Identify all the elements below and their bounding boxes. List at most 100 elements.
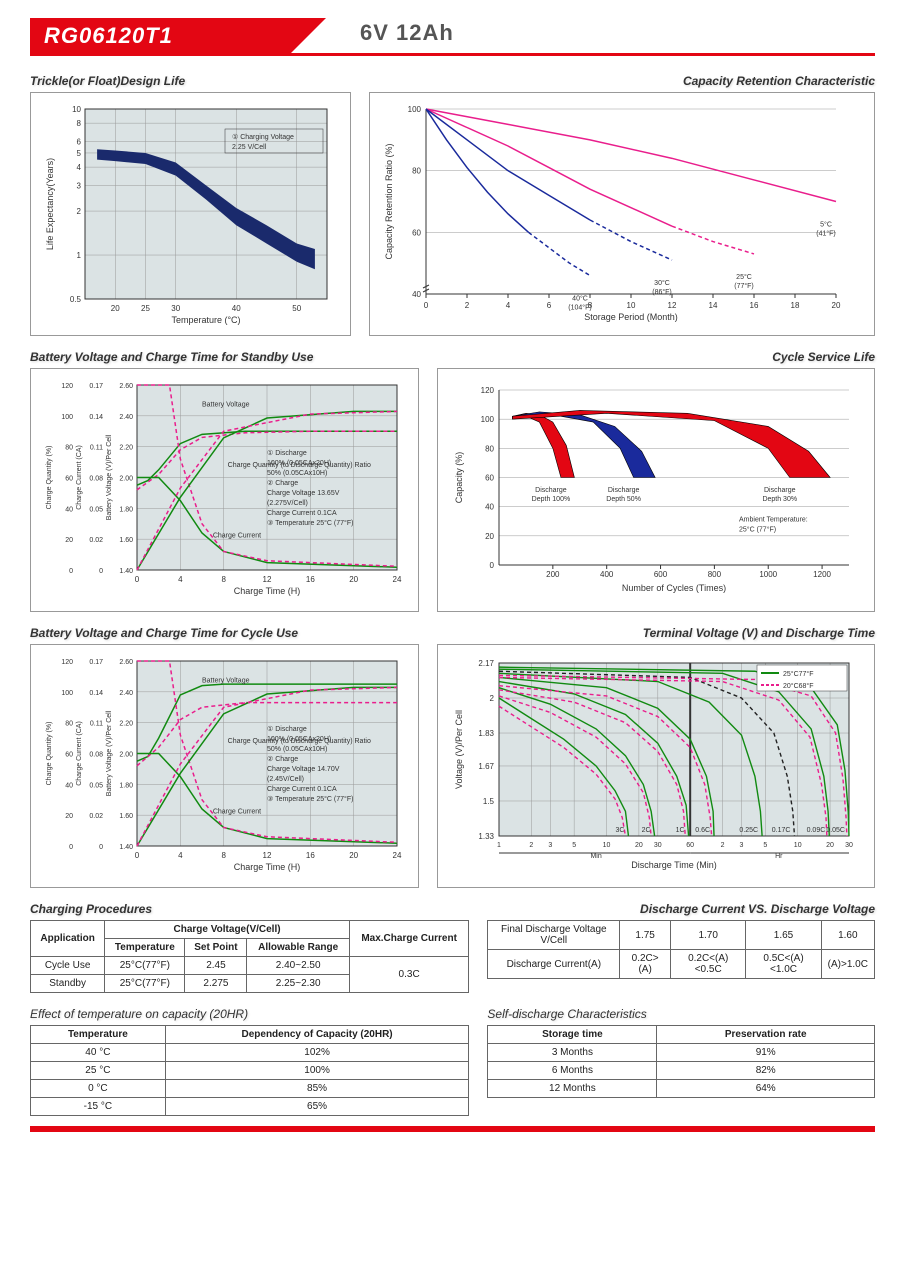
title-cycle-charge: Battery Voltage and Charge Time for Cycl… bbox=[30, 626, 419, 640]
title-terminal: Terminal Voltage (V) and Discharge Time bbox=[437, 626, 875, 640]
svg-text:2: 2 bbox=[465, 301, 470, 310]
svg-text:③ Temperature 25°C (77°F): ③ Temperature 25°C (77°F) bbox=[267, 795, 353, 803]
svg-text:Depth 100%: Depth 100% bbox=[531, 496, 570, 503]
svg-text:100: 100 bbox=[61, 414, 73, 421]
svg-text:2.17: 2.17 bbox=[478, 659, 494, 668]
svg-text:0.17C: 0.17C bbox=[771, 827, 790, 834]
svg-text:60: 60 bbox=[412, 228, 421, 237]
svg-text:(104°F): (104°F) bbox=[568, 304, 591, 312]
svg-text:30: 30 bbox=[845, 842, 853, 849]
table-row: Cycle Use 25°C(77°F) 2.45 2.40~2.50 0.3C bbox=[31, 957, 469, 975]
svg-text:120: 120 bbox=[61, 383, 73, 390]
svg-text:0.05C: 0.05C bbox=[826, 827, 845, 834]
svg-text:Charge Current 0.1CA: Charge Current 0.1CA bbox=[267, 510, 337, 517]
svg-text:2.00: 2.00 bbox=[119, 752, 133, 759]
svg-text:Charge Quantity (%): Charge Quantity (%) bbox=[46, 722, 53, 786]
svg-text:20: 20 bbox=[349, 851, 358, 860]
table-row: 40 °C102% bbox=[31, 1044, 469, 1062]
svg-text:Discharge Time (Min): Discharge Time (Min) bbox=[631, 860, 717, 870]
table-discharge-current: Final Discharge Voltage V/Cell 1.75 1.70… bbox=[487, 920, 875, 979]
svg-text:(2.275V/Cell): (2.275V/Cell) bbox=[267, 500, 308, 507]
svg-text:24: 24 bbox=[393, 575, 402, 584]
svg-text:5: 5 bbox=[763, 842, 767, 849]
svg-text:100% (0.05CAx20H): 100% (0.05CAx20H) bbox=[267, 460, 331, 467]
svg-text:20: 20 bbox=[111, 304, 120, 313]
table-row: 0 °C85% bbox=[31, 1080, 469, 1098]
svg-text:Depth 30%: Depth 30% bbox=[762, 496, 797, 503]
svg-text:1.5: 1.5 bbox=[483, 797, 495, 806]
svg-text:② Charge: ② Charge bbox=[267, 479, 298, 487]
svg-text:0.14: 0.14 bbox=[89, 414, 103, 421]
svg-text:80: 80 bbox=[485, 444, 494, 453]
svg-text:100% (0.05CAx20H): 100% (0.05CAx20H) bbox=[267, 736, 331, 743]
svg-text:3: 3 bbox=[77, 181, 82, 190]
svg-text:3: 3 bbox=[548, 842, 552, 849]
chart-capacity-retention: 406080100024681012141618205°C(41°F)25°C(… bbox=[369, 92, 875, 336]
svg-text:1.33: 1.33 bbox=[478, 832, 494, 841]
svg-text:Hr: Hr bbox=[775, 853, 783, 860]
svg-text:80: 80 bbox=[65, 445, 73, 452]
table-row: 6 Months82% bbox=[488, 1062, 875, 1080]
svg-text:3C: 3C bbox=[615, 827, 624, 834]
svg-text:Charge Current (CA): Charge Current (CA) bbox=[76, 445, 83, 510]
svg-text:1: 1 bbox=[77, 251, 82, 260]
svg-text:1.40: 1.40 bbox=[119, 568, 133, 575]
svg-text:1.67: 1.67 bbox=[478, 762, 494, 771]
svg-text:5: 5 bbox=[572, 842, 576, 849]
svg-text:8: 8 bbox=[221, 575, 226, 584]
svg-text:① Charging Voltage: ① Charging Voltage bbox=[232, 133, 294, 141]
svg-text:100: 100 bbox=[480, 415, 494, 424]
svg-text:10: 10 bbox=[627, 301, 636, 310]
svg-text:40: 40 bbox=[65, 782, 73, 789]
svg-text:24: 24 bbox=[393, 851, 402, 860]
svg-text:60: 60 bbox=[65, 752, 73, 759]
svg-text:1200: 1200 bbox=[813, 570, 831, 579]
table-row: 25 °C100% bbox=[31, 1062, 469, 1080]
svg-text:14: 14 bbox=[709, 301, 718, 310]
svg-text:20: 20 bbox=[65, 813, 73, 820]
svg-text:(77°F): (77°F) bbox=[734, 282, 754, 290]
svg-text:Ambient Temperature:: Ambient Temperature: bbox=[739, 516, 808, 523]
svg-text:0.6C: 0.6C bbox=[695, 827, 710, 834]
svg-text:25: 25 bbox=[141, 304, 150, 313]
svg-text:1000: 1000 bbox=[759, 570, 777, 579]
svg-text:0: 0 bbox=[69, 568, 73, 575]
svg-text:1C: 1C bbox=[675, 827, 684, 834]
svg-text:10: 10 bbox=[602, 842, 610, 849]
svg-text:120: 120 bbox=[61, 659, 73, 666]
svg-text:Capacity (%): Capacity (%) bbox=[454, 452, 464, 504]
table-self-discharge: Storage timePreservation rate 3 Months91… bbox=[487, 1025, 875, 1098]
svg-text:30°C: 30°C bbox=[654, 279, 670, 287]
table-row: 12 Months64% bbox=[488, 1080, 875, 1098]
svg-text:1.80: 1.80 bbox=[119, 782, 133, 789]
th-application: Application bbox=[31, 921, 105, 957]
svg-text:Charge Current (CA): Charge Current (CA) bbox=[76, 721, 83, 786]
svg-text:2: 2 bbox=[529, 842, 533, 849]
svg-text:Charge Current 0.1CA: Charge Current 0.1CA bbox=[267, 786, 337, 793]
svg-text:Temperature (°C): Temperature (°C) bbox=[171, 315, 240, 325]
svg-text:Number of Cycles (Times): Number of Cycles (Times) bbox=[622, 583, 726, 593]
svg-text:0: 0 bbox=[69, 844, 73, 851]
svg-text:0.25C: 0.25C bbox=[739, 827, 758, 834]
svg-text:Charge Time (H): Charge Time (H) bbox=[234, 586, 301, 596]
svg-text:2: 2 bbox=[489, 694, 494, 703]
footer-accent-bar bbox=[30, 1126, 875, 1132]
svg-text:2.00: 2.00 bbox=[119, 476, 133, 483]
svg-text:Depth 50%: Depth 50% bbox=[606, 496, 641, 503]
svg-text:1.83: 1.83 bbox=[478, 729, 494, 738]
th-discharge-current: Discharge Current(A) bbox=[488, 950, 620, 979]
svg-text:0.05: 0.05 bbox=[89, 782, 103, 789]
svg-text:12: 12 bbox=[668, 301, 677, 310]
battery-spec: 6V 12Ah bbox=[360, 20, 454, 46]
chart-trickle-life: 0.51234568102025304050① Charging Voltage… bbox=[30, 92, 351, 336]
model-number: RG06120T1 bbox=[30, 18, 290, 54]
svg-text:30: 30 bbox=[171, 304, 180, 313]
svg-text:60: 60 bbox=[65, 476, 73, 483]
svg-text:0: 0 bbox=[489, 561, 494, 570]
svg-text:2C: 2C bbox=[641, 827, 650, 834]
svg-text:0: 0 bbox=[135, 851, 140, 860]
svg-text:2.60: 2.60 bbox=[119, 383, 133, 390]
svg-text:Charge Voltage 13.65V: Charge Voltage 13.65V bbox=[267, 490, 340, 497]
svg-text:0.17: 0.17 bbox=[89, 659, 103, 666]
title-self-discharge: Self-discharge Characteristics bbox=[487, 1007, 875, 1021]
